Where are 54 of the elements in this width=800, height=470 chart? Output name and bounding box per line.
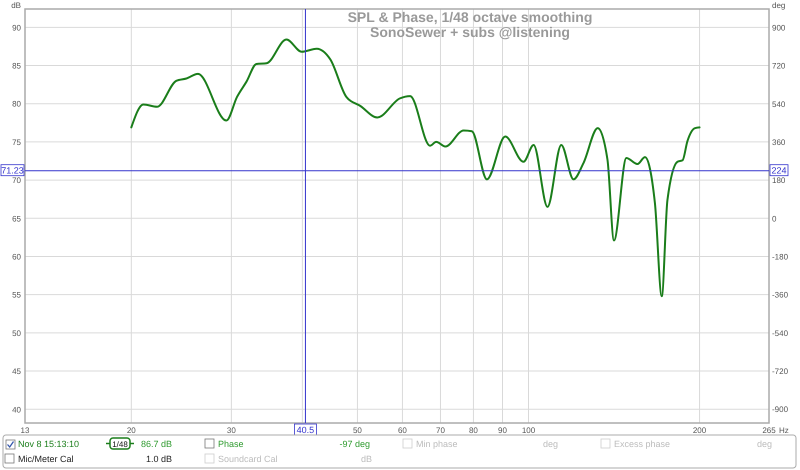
y2-tick-label: 540 [772, 100, 786, 109]
y2-tick-label: 360 [772, 138, 786, 147]
text: Nov 8 15:13:10 [18, 439, 80, 449]
y-tick-label: 75 [12, 138, 22, 147]
y2-tick-label: 0 [772, 214, 777, 224]
x-tick-label: 13 [20, 426, 30, 435]
y-tick-label: 40 [12, 405, 22, 414]
x-tick-label: 20 [126, 426, 136, 435]
y-tick-label: 50 [12, 328, 22, 338]
text: Mic/Meter Cal [18, 454, 74, 464]
text: dB [360, 454, 372, 464]
y2-tick-label: -540 [772, 328, 789, 338]
y-tick-label: 60 [12, 252, 22, 262]
x-tick-label: 90 [498, 426, 508, 435]
x-tick-label: 70 [436, 426, 446, 435]
x-tick-label: 60 [398, 426, 408, 435]
x-tick-label: 100 [522, 426, 536, 435]
text: -97 deg [339, 439, 370, 449]
text: 1.0 dB [146, 454, 172, 464]
text: 224 [771, 166, 787, 176]
ref-line-label: 71.23 [1, 166, 24, 176]
y-axis-title: dB [11, 1, 21, 10]
y2-tick-label: 180 [772, 176, 786, 186]
text: deg [542, 439, 558, 449]
y-tick-label: 45 [12, 367, 22, 376]
text: Min phase [416, 439, 458, 449]
y2-tick-label: -180 [772, 252, 789, 262]
ref-line-label: 40.5 [296, 425, 314, 435]
text: 1/48 [112, 440, 128, 449]
y2-tick-label: -900 [772, 405, 789, 414]
y-tick-label: 65 [12, 214, 22, 224]
text: 86.7 dB [140, 439, 172, 449]
y-tick-label: 55 [12, 290, 22, 300]
y-tick-label: 80 [12, 100, 22, 109]
chart-title: SPL & Phase, 1/48 octave smoothing [348, 9, 592, 25]
y2-tick-label: -720 [772, 367, 789, 376]
text: Soundcard Cal [218, 454, 278, 464]
y-tick-label: 90 [12, 23, 22, 32]
y2-axis-title: deg [772, 1, 786, 10]
x-tick-label: 265 [762, 426, 776, 435]
y2-tick-label: 900 [772, 23, 786, 32]
text: SonoSewer + subs @listening [370, 24, 570, 40]
y2-tick-label: 720 [772, 62, 786, 71]
y2-tick-label: -360 [772, 290, 789, 300]
y-tick-label: 85 [12, 62, 22, 71]
x-tick-label: 50 [352, 426, 362, 435]
text: deg [756, 439, 772, 449]
x-axis-title: Hz [779, 426, 789, 435]
x-tick-label: 200 [692, 426, 707, 435]
text: Phase [218, 439, 244, 449]
x-tick-label: 30 [226, 426, 236, 435]
text: Excess phase [614, 439, 670, 449]
x-tick-label: 80 [468, 426, 478, 435]
y-tick-label: 70 [12, 176, 22, 186]
